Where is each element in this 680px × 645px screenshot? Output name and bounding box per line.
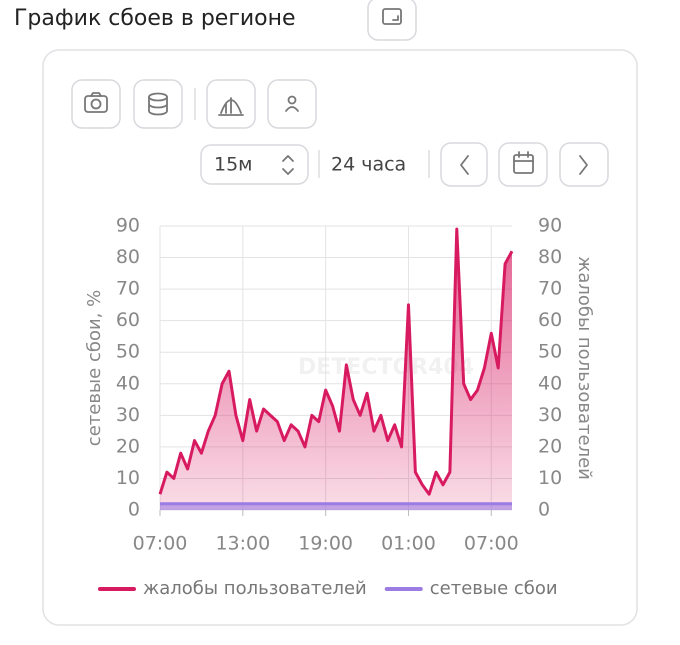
- legend-label: жалобы пользователей: [143, 578, 367, 599]
- next-button[interactable]: [559, 142, 609, 187]
- y-tick-label: 60: [116, 309, 140, 331]
- screenshot-button[interactable]: [71, 79, 121, 129]
- y2-tick-label: 30: [538, 404, 562, 426]
- y-tick-label: 90: [116, 215, 140, 237]
- y2-tick-label: 90: [538, 215, 562, 237]
- y2-tick-label: 20: [538, 435, 562, 457]
- x-tick-label: 07:00: [464, 533, 519, 555]
- y2-tick-label: 10: [538, 467, 562, 489]
- page-title: График сбоев в регионе: [14, 6, 296, 31]
- calendar-button[interactable]: [498, 142, 548, 187]
- y-axis-label: сетевые сбои, %: [84, 290, 105, 446]
- chart-mode-button[interactable]: [206, 79, 256, 129]
- user-button[interactable]: [267, 79, 317, 129]
- y-tick-label: 30: [116, 404, 140, 426]
- interval-select[interactable]: 15м: [200, 144, 309, 185]
- series-line: [158, 227, 514, 496]
- data-button[interactable]: [133, 79, 183, 129]
- y-tick-label: 10: [116, 467, 140, 489]
- watermark: DETECTOR404: [298, 355, 474, 380]
- plot: DETECTOR404 0 10 20 30 40 50 60 70 80 90 0 10 20 30 40 5…: [84, 215, 595, 600]
- y-tick-label: 0: [128, 499, 140, 521]
- legend-label: сетевые сбои: [430, 578, 558, 599]
- y2-tick-label: 50: [538, 341, 562, 363]
- prev-button[interactable]: [440, 142, 488, 187]
- y-tick-label: 40: [116, 372, 140, 394]
- y2-axis-label: жалобы пользователей: [574, 256, 595, 480]
- y2-tick-label: 80: [538, 246, 562, 268]
- x-tick-label: 01:00: [381, 533, 436, 555]
- series-area: [160, 503, 512, 510]
- x-tick-label: 19:00: [298, 533, 353, 555]
- y-tick-label: 70: [116, 278, 140, 300]
- interval-value: 15м: [214, 154, 253, 176]
- range-label[interactable]: 24 часа: [331, 154, 406, 176]
- x-tick-label: 07:00: [133, 533, 188, 555]
- y2-tick-label: 0: [538, 499, 550, 521]
- y-tick-label: 80: [116, 246, 140, 268]
- x-tick-label: 13:00: [215, 533, 270, 555]
- y2-tick-label: 70: [538, 278, 562, 300]
- y2-tick-label: 40: [538, 372, 562, 394]
- y-tick-label: 20: [116, 435, 140, 457]
- y2-tick-label: 60: [538, 309, 562, 331]
- y-tick-label: 50: [116, 341, 140, 363]
- series-area: [160, 229, 512, 510]
- fullscreen-button[interactable]: [367, 0, 417, 41]
